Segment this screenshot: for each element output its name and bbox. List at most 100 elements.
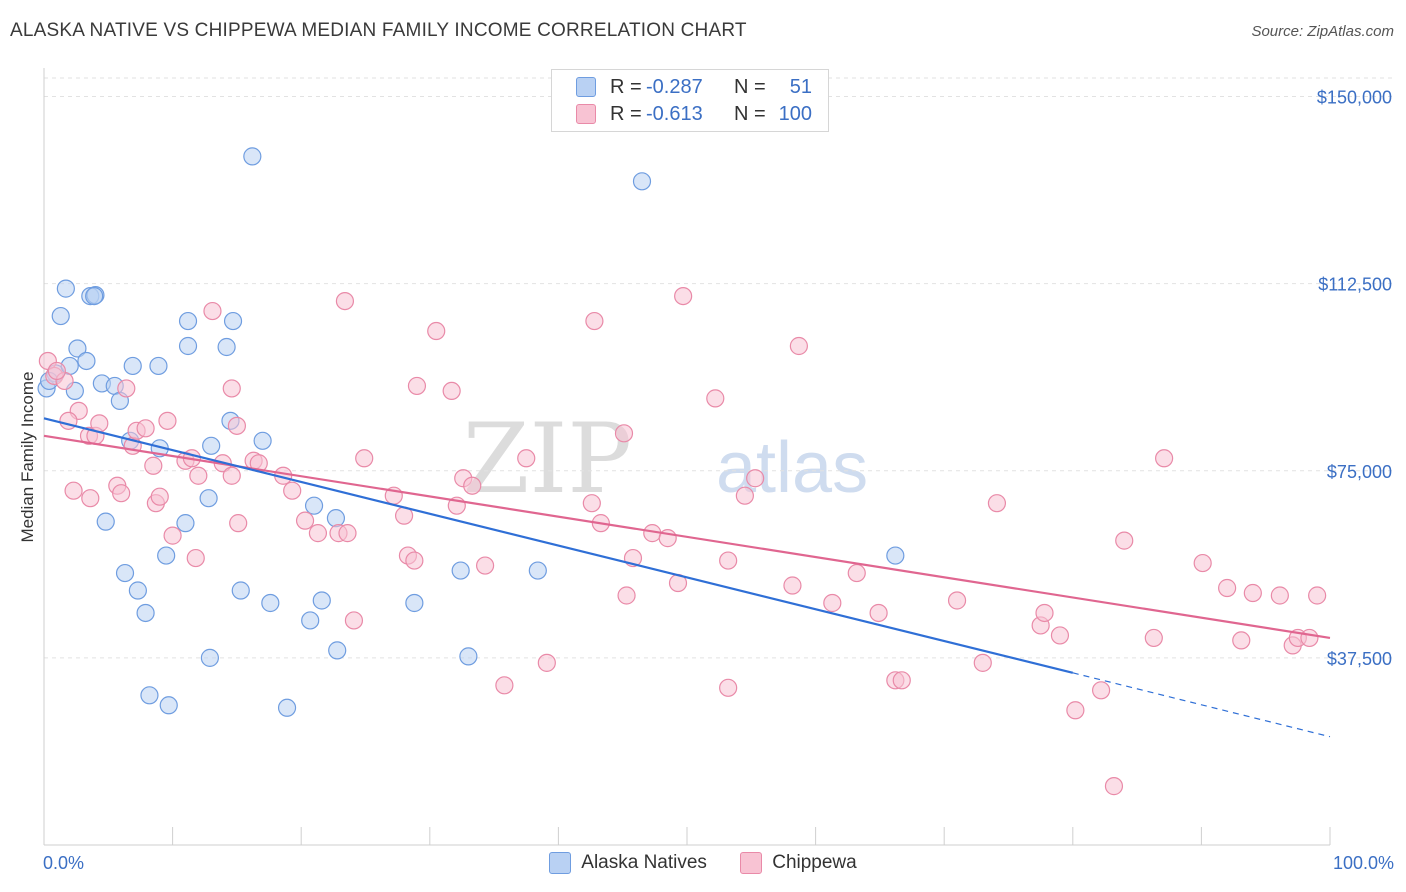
alaska-point	[301, 611, 320, 630]
chippewa-point	[150, 487, 169, 506]
r-key: R =	[610, 75, 642, 98]
chippewa-trend-line	[43, 434, 1331, 640]
stats-row-alaska: R = -0.287 N = 51	[576, 74, 812, 100]
chippewa-point	[163, 526, 182, 545]
chippewa-point	[617, 586, 636, 605]
chippewa-point	[308, 524, 328, 543]
alaska-point	[261, 593, 280, 613]
chippewa-point	[987, 494, 1007, 513]
alaska-point	[199, 489, 218, 508]
chart-title: ALASKA NATIVE VS CHIPPEWA MEDIAN FAMILY …	[10, 20, 747, 41]
chippewa-point	[295, 511, 315, 530]
alaska-trend-extension	[1072, 672, 1331, 738]
alaska-swatch	[576, 77, 596, 97]
alaska-point	[68, 339, 87, 358]
chippewa-point	[1300, 628, 1319, 648]
gridlines	[44, 77, 1395, 659]
chippewa-point	[222, 379, 241, 398]
alaska-legend-swatch	[549, 852, 572, 874]
chippewa-legend-swatch	[740, 852, 763, 874]
chippewa-point	[203, 301, 222, 321]
alaska-point	[451, 561, 470, 580]
y-axis-label: Median Family Income	[18, 371, 37, 543]
chippewa-point	[117, 379, 136, 398]
alaska-point	[528, 561, 547, 580]
chippewa-point	[495, 676, 514, 695]
chippewa-point	[1144, 628, 1163, 648]
chippewa-point	[1270, 586, 1289, 605]
r-value-chippewa: -0.613	[646, 102, 703, 125]
alaska-point	[223, 311, 243, 331]
r-key: R =	[610, 102, 642, 125]
chippewa-point	[227, 416, 246, 435]
chippewa-point	[355, 449, 374, 468]
chippewa-point	[335, 291, 355, 311]
stats-legend: R = -0.287 N = 51 R = -0.613 N = 100	[551, 69, 829, 132]
chippewa-swatch	[576, 104, 596, 124]
chippewa-point	[229, 514, 248, 533]
chippewa-point	[614, 424, 634, 443]
chippewa-point	[1308, 586, 1327, 605]
chippewa-point	[947, 591, 967, 610]
axes	[43, 68, 1331, 846]
chippewa-point	[338, 524, 357, 543]
alaska-point	[231, 581, 250, 600]
chippewa-point	[136, 419, 155, 438]
alaska-point	[136, 603, 155, 623]
alaska-point	[123, 356, 142, 376]
chippewa-point	[847, 563, 866, 583]
chippewa-point	[1035, 603, 1054, 623]
alaska-point	[77, 351, 96, 371]
chippewa-points	[38, 287, 1327, 796]
chippewa-point	[64, 481, 83, 500]
chippewa-point	[674, 287, 693, 306]
chippewa-point	[47, 361, 66, 381]
chippewa-point	[585, 311, 604, 331]
alaska-point	[253, 431, 272, 450]
r-value-alaska: -0.287	[646, 75, 703, 98]
chippewa-point	[789, 336, 808, 356]
chippewa-point	[517, 449, 536, 468]
chippewa-point	[869, 603, 888, 623]
alaska-trend-line	[43, 417, 1074, 674]
alaska-point	[459, 647, 478, 666]
legend-item-chippewa[interactable]: Chippewa	[740, 852, 857, 874]
alaska-point	[326, 509, 346, 528]
alaska-point	[312, 591, 331, 610]
n-value-alaska: 51	[789, 75, 812, 98]
alaska-point	[200, 648, 219, 667]
x-tick-max: 100.0%	[1332, 853, 1394, 873]
chippewa-point	[442, 381, 461, 401]
chippewa-point	[475, 556, 495, 575]
alaska-point	[886, 546, 905, 565]
y-tick-label: $75,000	[1327, 462, 1392, 482]
alaska-point	[178, 336, 198, 356]
chippewa-point	[186, 548, 205, 568]
source-label: Source: ZipAtlas.com	[1251, 23, 1394, 40]
alaska-point	[217, 337, 236, 357]
chippewa-point	[407, 376, 427, 396]
alaska-point	[96, 512, 115, 531]
chippewa-point	[463, 476, 482, 495]
chippewa-point	[973, 653, 992, 672]
alaska-point	[128, 581, 147, 600]
alaska-point	[85, 287, 104, 306]
n-value-chippewa: 100	[778, 102, 812, 125]
chippewa-point	[1050, 626, 1070, 645]
chippewa-point	[746, 469, 765, 488]
chippewa-point	[892, 671, 911, 690]
y-tick-label: $37,500	[1327, 649, 1392, 669]
y-tick-label: $112,500	[1318, 275, 1392, 295]
chippewa-point	[719, 678, 738, 697]
chippewa-point	[90, 414, 109, 433]
chippewa-point	[1115, 531, 1134, 550]
chippewa-point	[1104, 777, 1124, 796]
chippewa-point	[158, 411, 177, 430]
chippewa-point	[719, 551, 738, 570]
alaska-point	[405, 593, 424, 613]
legend-item-alaska[interactable]: Alaska Natives	[549, 852, 707, 874]
legend-label-chippewa: Chippewa	[772, 852, 857, 873]
alaska-point	[178, 311, 198, 331]
chippewa-point	[81, 489, 100, 508]
